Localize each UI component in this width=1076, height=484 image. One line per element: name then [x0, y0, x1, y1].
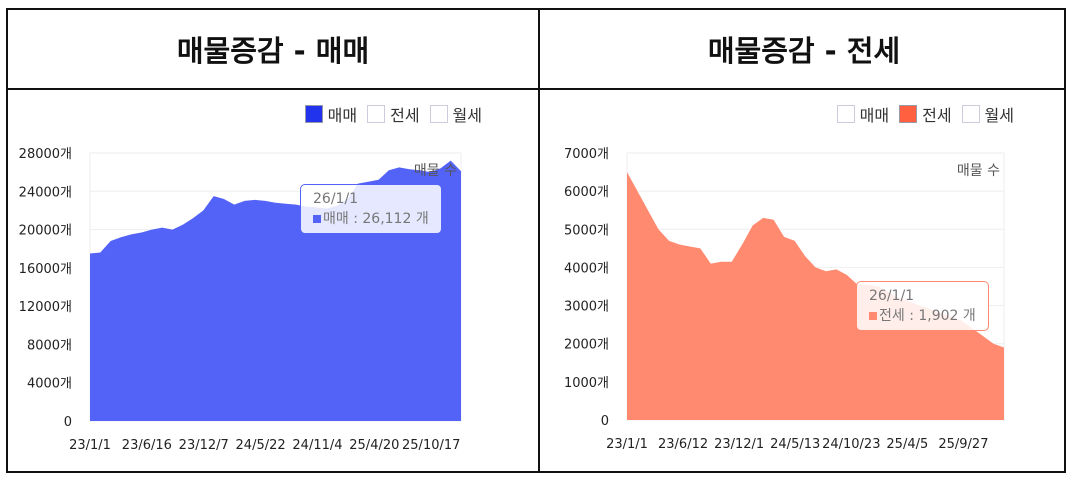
- jeonse-chart-panel: 매매 전세 월세 0 1000개 2000개 3000개 4000개 5000개 6000개 700…: [540, 88, 1070, 473]
- y-tick-label: 20000개: [19, 224, 72, 239]
- y-tick-label: 4000개: [564, 261, 609, 276]
- chart-table: 매물증감 - 매매 매물증감 - 전세: [6, 8, 1066, 473]
- legend-label: 매매: [859, 106, 890, 125]
- y-tick-label: 0: [601, 414, 609, 429]
- legend-item[interactable]: 월세: [961, 102, 1014, 126]
- y-tick-label: 0: [64, 415, 72, 430]
- y-tick-label: 5000개: [564, 223, 609, 238]
- tooltip-date: 26/1/1: [313, 191, 359, 207]
- column-divider: [538, 10, 540, 471]
- series-swatch-icon: [869, 312, 877, 320]
- x-tick-label: 25/10/17: [402, 438, 460, 453]
- tooltip: 26/1/1 전세 : 1,902 개: [856, 281, 989, 331]
- y-tick-label: 2000개: [564, 338, 609, 353]
- legend-label: 매매: [327, 106, 358, 125]
- header-divider: [8, 88, 1064, 90]
- tooltip-value: 매매 : 26,112 개: [313, 209, 429, 229]
- x-tick-label: 23/12/7: [179, 438, 229, 453]
- x-tick-label: 23/6/16: [122, 438, 172, 453]
- area-series-전세: [627, 172, 1004, 420]
- y-tick-label: 16000개: [19, 262, 72, 277]
- series-swatch-icon: [313, 215, 321, 223]
- legend: 매매 전세 월세: [836, 102, 1014, 126]
- legend: 매매 전세 월세: [304, 102, 482, 126]
- legend-checkbox[interactable]: [836, 105, 855, 123]
- tooltip-date: 26/1/1: [869, 288, 915, 304]
- y-tick-label: 12000개: [19, 300, 72, 315]
- y-tick-label: 7000개: [564, 147, 609, 162]
- y-tick-label: 8000개: [27, 338, 72, 353]
- y-tick-label: 6000개: [564, 185, 609, 200]
- legend-label: 전세: [922, 106, 952, 125]
- x-tick-label: 24/5/22: [236, 438, 286, 453]
- area-chart: 0 1000개 2000개 3000개 4000개 5000개 6000개 7000개 23/1…: [564, 147, 1005, 452]
- x-tick-label: 25/4/5: [886, 437, 928, 452]
- x-tick-label: 25/9/27: [938, 437, 988, 452]
- legend-checkbox[interactable]: [961, 105, 980, 123]
- x-tick-label: 24/10/23: [822, 437, 880, 452]
- area-chart: 0 4000개 8000개 12000개 16000개 20000개 24000개 28000…: [19, 147, 462, 453]
- legend-item[interactable]: 전세: [899, 102, 952, 126]
- x-tick-label: 23/1/1: [69, 438, 111, 453]
- legend-checkbox[interactable]: [367, 105, 386, 123]
- series-label: 매물 수: [414, 163, 457, 179]
- y-tick-label: 1000개: [564, 376, 609, 391]
- legend-checkbox[interactable]: [429, 105, 448, 123]
- legend-checkbox[interactable]: [304, 105, 323, 123]
- y-tick-label: 24000개: [19, 185, 72, 200]
- legend-checkbox[interactable]: [899, 105, 918, 123]
- series-label: 매물 수: [957, 163, 1000, 179]
- legend-item[interactable]: 전세: [367, 102, 420, 126]
- left-title: 매물증감 - 매매: [176, 34, 370, 68]
- legend-label: 월세: [984, 106, 1014, 125]
- x-tick-label: 23/12/1: [714, 437, 764, 452]
- x-tick-label: 23/1/1: [606, 437, 648, 452]
- legend-label: 전세: [390, 106, 420, 125]
- legend-label: 월세: [452, 106, 482, 125]
- legend-item[interactable]: 매매: [304, 102, 358, 126]
- tooltip-value: 전세 : 1,902 개: [869, 306, 976, 326]
- tooltip: 26/1/1 매매 : 26,112 개: [300, 184, 442, 234]
- x-tick-label: 24/11/4: [292, 438, 342, 453]
- sale-chart-panel: 매매 전세 월세 0 4000개 8000개 12000개 16000개 20000개 24000…: [8, 88, 538, 473]
- right-title: 매물증감 - 전세: [707, 34, 901, 68]
- y-tick-label: 4000개: [27, 377, 72, 392]
- legend-item[interactable]: 매매: [836, 102, 890, 126]
- x-tick-label: 23/6/12: [658, 437, 708, 452]
- x-tick-label: 25/4/20: [349, 438, 399, 453]
- x-tick-label: 24/5/13: [770, 437, 820, 452]
- legend-item[interactable]: 월세: [429, 102, 482, 126]
- y-tick-label: 3000개: [564, 300, 609, 315]
- y-tick-label: 28000개: [19, 147, 72, 162]
